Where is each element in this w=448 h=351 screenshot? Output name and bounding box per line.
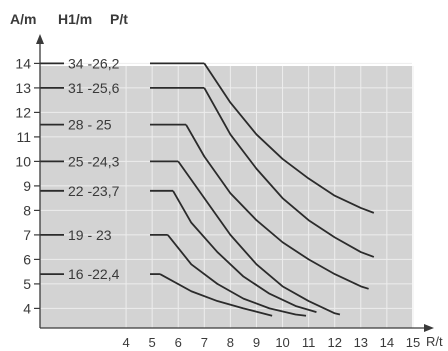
y-tick-label: 8: [23, 202, 31, 218]
series-label: 22 -23,7: [68, 183, 120, 199]
series-curve: [159, 273, 273, 317]
curves: [159, 62, 375, 317]
series-curve: [185, 124, 369, 290]
x-ticks: 4 5 6 7 8 9 10 11 12 13 14 15: [122, 335, 420, 350]
x-tick-label: 4: [122, 335, 129, 350]
series-curve: [172, 190, 317, 313]
x-tick-label: 8: [227, 335, 234, 350]
x-axis-arrow: [424, 324, 434, 332]
series-label: 25 -24,3: [68, 153, 120, 169]
x-tick-label: 7: [201, 335, 208, 350]
x-tick-label: 5: [149, 335, 156, 350]
y-tick-label: 14: [15, 55, 31, 71]
series-label: 19 - 23: [68, 227, 112, 243]
y-tick-label: 9: [23, 178, 31, 194]
series-curve: [177, 160, 341, 316]
x-tick-label: 15: [406, 335, 420, 350]
series-curve: [203, 87, 375, 258]
series-labels: 34 -26,2 31 -25,6 28 - 25 25 -24,3 22 -23,7 1…: [68, 55, 120, 282]
x-tick-label: 6: [175, 335, 182, 350]
series-curve: [203, 62, 375, 214]
y-tick-label: 11: [16, 129, 31, 145]
x-tick-label: 13: [354, 335, 368, 350]
y-ticks: 4 5 6 7 8 9 10 11 12 13 14: [15, 55, 40, 316]
series-label: 28 - 25: [68, 117, 112, 133]
x-tick-label: 11: [302, 335, 316, 350]
series-curve: [167, 234, 307, 317]
y-tick-label: 13: [15, 80, 31, 96]
axis-header-a: A/m: [10, 11, 36, 27]
label-connectors: [40, 62, 205, 276]
series-label: 31 -25,6: [68, 80, 120, 96]
axis-header-h: H1/m: [58, 11, 92, 27]
series-label: 16 -22,4: [68, 266, 120, 282]
y-tick-label: 7: [23, 227, 31, 243]
series-label: 34 -26,2: [68, 55, 120, 71]
x-tick-label: 10: [275, 335, 289, 350]
y-axis-arrow: [36, 34, 44, 44]
y-tick-label: 5: [23, 276, 31, 292]
y-tick-label: 12: [15, 104, 31, 120]
x-tick-label: 12: [327, 335, 341, 350]
x-tick-label: 14: [380, 335, 394, 350]
axis-header-p: P/t: [110, 11, 128, 27]
y-tick-label: 4: [23, 300, 31, 316]
x-tick-label: 9: [253, 335, 260, 350]
y-tick-label: 10: [15, 153, 31, 169]
y-tick-label: 6: [23, 251, 31, 267]
x-axis-label: R/t: [426, 334, 443, 349]
